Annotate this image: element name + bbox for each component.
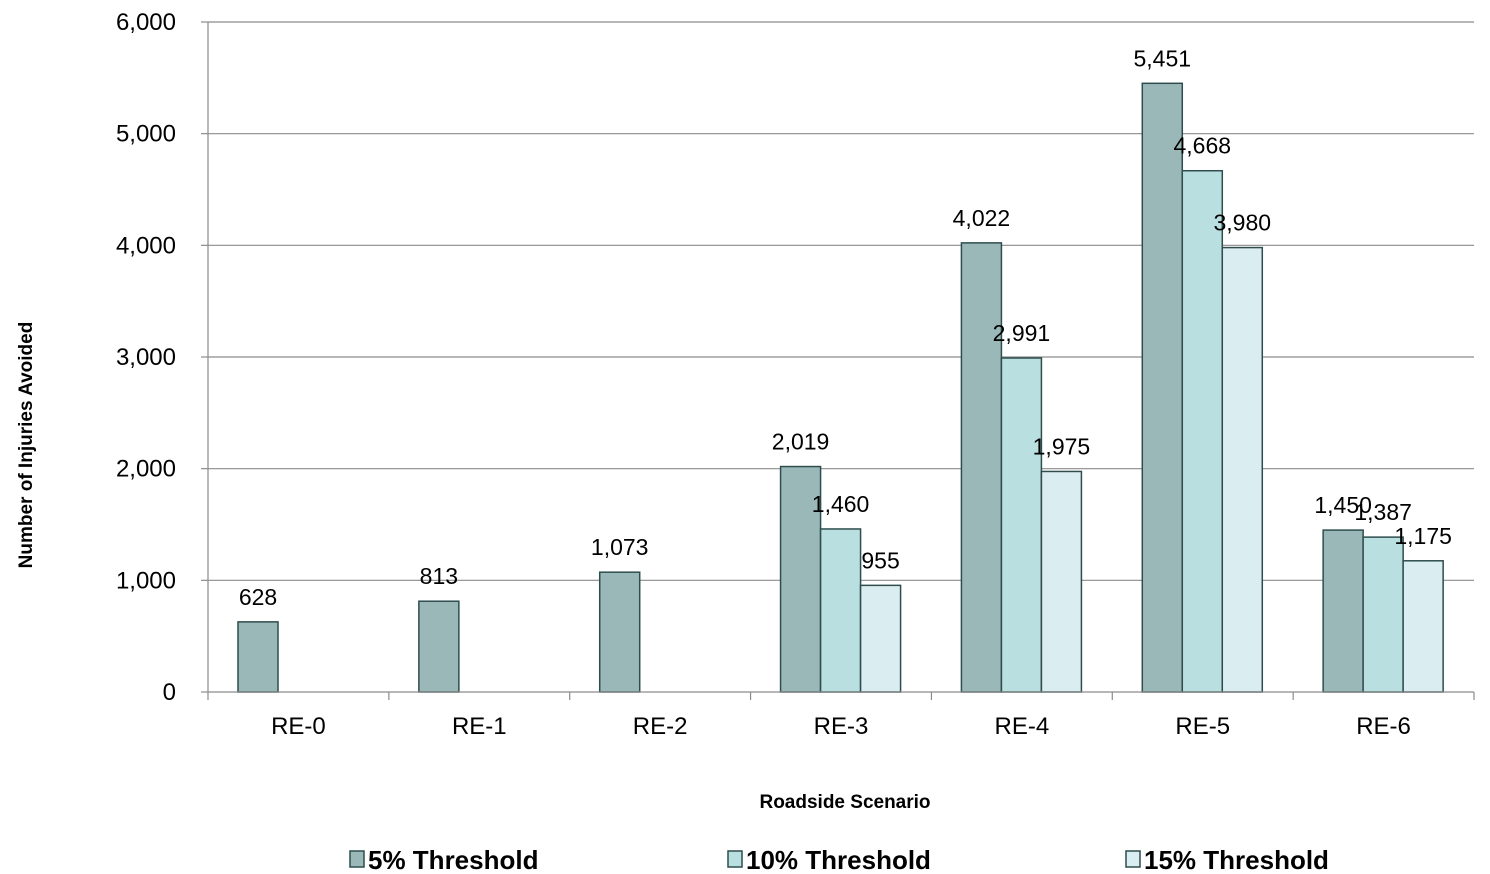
bar (960, 242, 1003, 693)
y-tick-label: 5,000 (116, 121, 176, 148)
bar (1181, 169, 1224, 693)
data-label: 1,975 (1033, 433, 1091, 459)
x-tick-label: RE-6 (1356, 713, 1411, 740)
legend-label: 5% Threshold (368, 845, 538, 874)
x-tick-label: RE-2 (633, 713, 688, 740)
x-tick-label: RE-3 (814, 713, 869, 740)
y-tick-label: 6,000 (116, 9, 176, 36)
bar (859, 584, 902, 693)
y-axis-ticks: 0 1,000 2,000 3,000 4,000 5,000 6,000 (116, 9, 208, 706)
axes (207, 22, 1474, 693)
y-tick-label: 1,000 (116, 567, 176, 594)
bar (1402, 560, 1444, 693)
data-label: 813 (420, 563, 458, 589)
data-label: 2,991 (993, 320, 1051, 346)
data-labels: 628 813 1,073 2,019 4,022 5,451 1,450 1,460 2,99… (239, 45, 1452, 610)
data-label: 1,450 (1314, 492, 1372, 518)
x-tick-label: RE-4 (995, 713, 1050, 740)
y-tick-label: 3,000 (116, 344, 176, 371)
legend-label: 15% Threshold (1144, 845, 1329, 874)
bar (1000, 357, 1043, 693)
y-axis-title: Number of Injuries Avoided (16, 322, 37, 569)
data-label: 1,073 (591, 534, 649, 560)
data-label: 2,019 (772, 429, 830, 455)
data-label: 4,668 (1174, 133, 1232, 159)
data-label: 955 (861, 547, 899, 573)
x-axis-title: Roadside Scenario (759, 792, 930, 813)
bars (237, 82, 1444, 693)
y-tick-label: 0 (163, 679, 176, 706)
y-tick-label: 2,000 (116, 456, 176, 483)
bar (418, 600, 460, 693)
data-label: 4,022 (953, 205, 1011, 231)
data-label: 628 (239, 584, 277, 610)
data-label: 1,175 (1394, 523, 1452, 549)
data-label: 5,451 (1134, 45, 1192, 71)
bar (1141, 82, 1184, 693)
data-label: 3,980 (1214, 210, 1272, 236)
x-axis-ticks: RE-0 RE-1 RE-2 RE-3 RE-4 RE-5 RE-6 (207, 692, 1475, 740)
bar (819, 528, 862, 693)
legend-swatch (349, 850, 365, 868)
data-label: 1,460 (812, 491, 870, 517)
bar (1322, 529, 1364, 693)
bar (1221, 246, 1264, 693)
bar (598, 571, 641, 693)
bar (237, 621, 279, 693)
legend: 5% Threshold 10% Threshold 15% Threshold (349, 845, 1329, 874)
x-tick-label: RE-0 (271, 713, 326, 740)
bar (1040, 470, 1083, 693)
legend-swatch (727, 850, 743, 868)
legend-swatch (1125, 850, 1141, 868)
bar (1362, 536, 1404, 693)
x-tick-label: RE-5 (1175, 713, 1230, 740)
x-tick-label: RE-1 (452, 713, 507, 740)
y-tick-label: 4,000 (116, 232, 176, 259)
legend-label: 10% Threshold (746, 845, 931, 874)
data-label: 1,387 (1354, 499, 1412, 525)
